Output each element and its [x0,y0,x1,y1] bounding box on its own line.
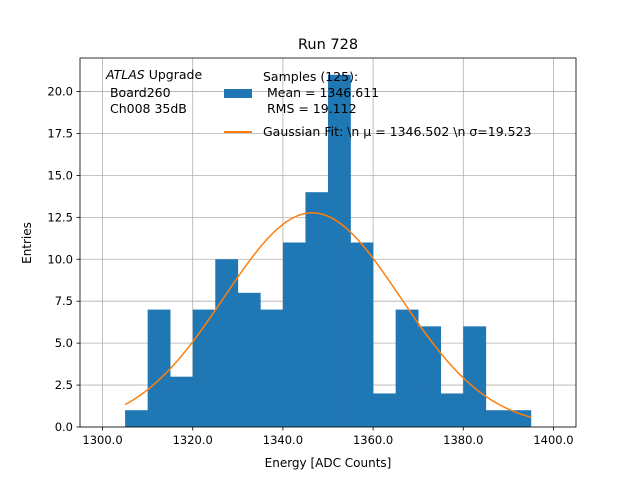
board-label: Board260 [106,85,171,100]
histogram-bar [260,309,284,427]
histogram-bar [125,410,148,427]
histogram-bar [237,292,261,427]
histogram-bar [463,326,487,427]
x-tick-label: 1400.0 [533,433,573,447]
histogram-bar [170,376,194,427]
y-tick-label: 5.0 [55,336,73,350]
svg-text:ATLAS Upgrade: ATLAS Upgrade [105,67,202,82]
histogram-bar [395,309,419,427]
histogram-bar [282,242,306,427]
histogram-bar [440,393,464,427]
histogram-bar [350,242,374,427]
legend-hist-line-1: Samples (125): [263,69,358,84]
y-tick-label: 12.5 [47,210,73,224]
axis-ticks: 1300.0 1320.0 1340.0 1360.0 1380.0 1400.0 0.0 2… [47,85,573,447]
y-tick-label: 20.0 [47,85,73,99]
x-tick-label: 1320.0 [173,433,213,447]
plot-frame [79,57,577,428]
x-tick-label: 1360.0 [353,433,393,447]
atlas-label: ATLAS [105,67,145,82]
histogram-bar [373,393,396,427]
histogram-bar [485,410,509,427]
legend-hist-swatch [224,89,252,98]
histogram-bars [125,74,532,427]
x-tick-label: 1300.0 [82,433,122,447]
legend-hist-line-3: RMS = 19.112 [263,101,357,116]
y-tick-label: 2.5 [55,378,73,392]
y-tick-label: 7.5 [55,294,73,308]
y-tick-label: 0.0 [55,420,73,434]
x-tick-label: 1340.0 [263,433,303,447]
histogram-bar [147,309,171,427]
legend-hist-line-2: Mean = 1346.611 [263,85,379,100]
y-tick-label: 10.0 [47,252,73,266]
x-axis-label: Energy [ADC Counts] [265,456,392,470]
y-tick-label: 17.5 [47,126,73,140]
histogram-bar [328,74,351,427]
y-axis-label: Entries [20,222,34,264]
histogram-bar [215,259,239,427]
histogram-bar [305,192,329,427]
atlas-annotation: ATLAS Upgrade Board260 Ch008 35dB [105,67,202,116]
chart-title: Run 728 [298,37,358,53]
histogram-bar [418,326,442,427]
histogram-bar [508,410,532,427]
upgrade-label: Upgrade [145,67,203,82]
y-tick-label: 15.0 [47,168,73,182]
legend: Samples (125): Mean = 1346.611 RMS = 19.… [224,69,532,139]
channel-label: Ch008 35dB [106,101,187,116]
histogram-bar [192,309,216,427]
legend-fit-label: Gaussian Fit: \n μ = 1346.502 \n σ=19.52… [263,124,532,139]
gaussian-fit-line [124,212,532,418]
x-tick-label: 1380.0 [443,433,483,447]
